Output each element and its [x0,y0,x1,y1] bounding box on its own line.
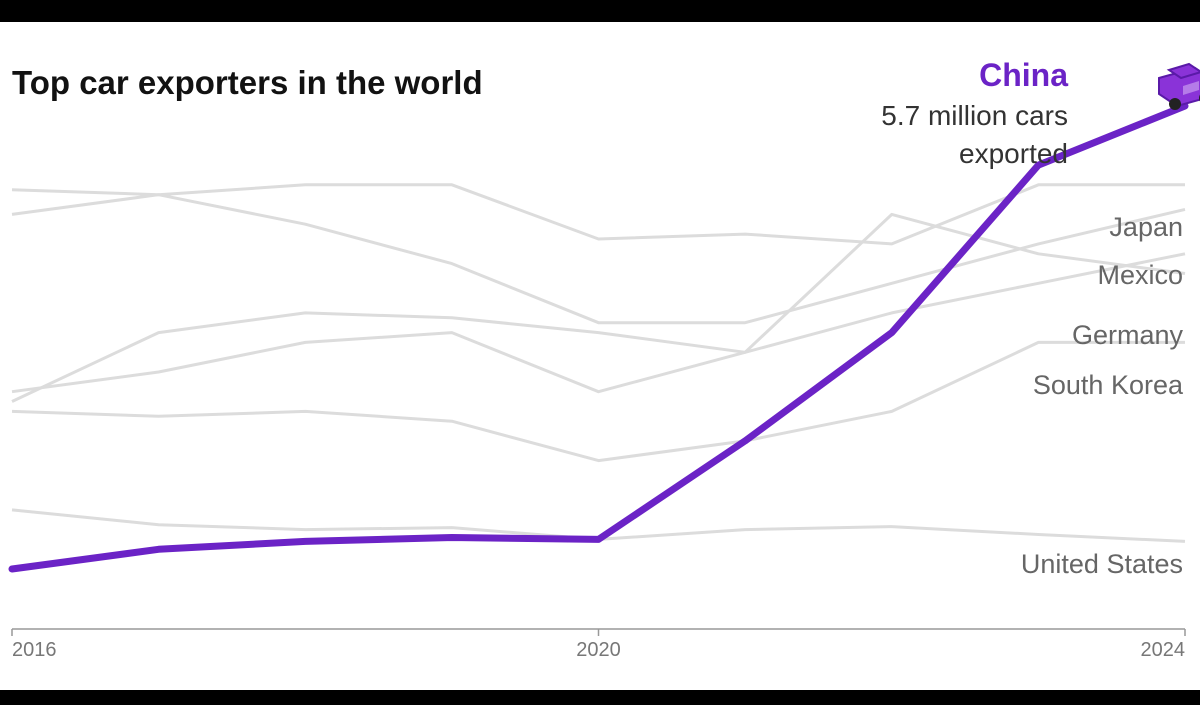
chart-title: Top car exporters in the world [12,64,483,101]
series-label-japan: Japan [1109,212,1183,242]
context-series-group [11,183,1186,543]
mexico-line [11,188,1186,325]
series-label-united-states: United States [1021,549,1183,579]
series-label-mexico: Mexico [1097,260,1183,290]
x-axis: 2016 2020 2024 [11,628,1186,661]
unlabeled-4-line [11,340,1185,463]
highlight-annotation-line: 5.7 million cars [881,100,1068,131]
chart-panel: Top car exporters in the world 2016 2020 2… [0,22,1200,690]
car-icon [1158,62,1200,110]
x-tick-label: 2016 [12,639,57,661]
line-chart: Top car exporters in the world 2016 2020 2… [8,57,1200,661]
highlight-series-label: China [979,57,1068,93]
series-label-south-korea: South Korea [1033,370,1184,400]
south-korea-line [11,252,1186,394]
highlight-series-group [8,62,1200,573]
germany-line [11,212,1186,403]
china-line [8,102,1189,573]
x-tick-label: 2020 [576,639,621,661]
japan-line [11,183,1185,246]
highlight-annotation-line: exported [959,138,1068,169]
series-label-germany: Germany [1072,320,1184,350]
series-labels: China 5.7 million cars exported Japan Mexico… [881,57,1184,579]
x-tick-label: 2024 [1141,639,1186,661]
